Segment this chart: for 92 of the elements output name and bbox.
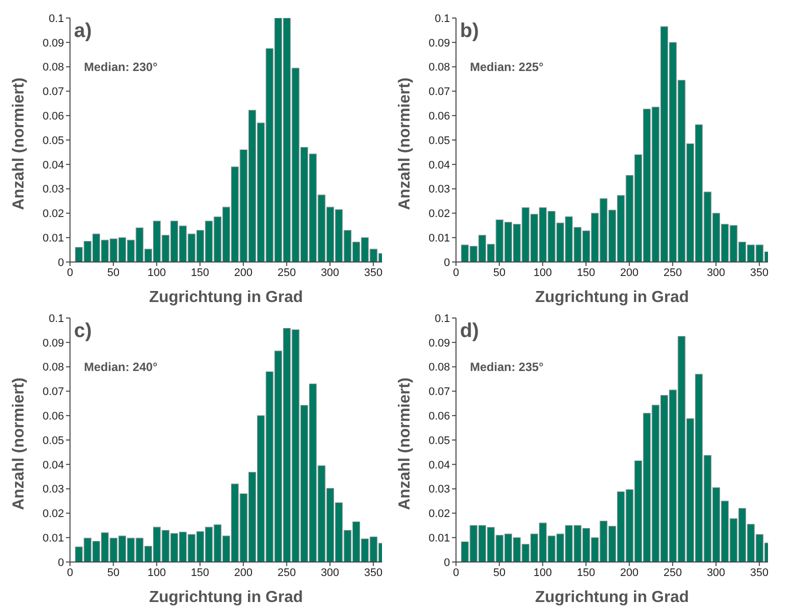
x-tick-label: 250 (663, 266, 682, 279)
x-tick-label: 100 (147, 566, 166, 579)
x-tick-label: 150 (190, 266, 210, 279)
annotation: Median: 235° (470, 360, 544, 374)
x-tick-label: 50 (107, 266, 120, 279)
y-axis-title: Anzahl (normiert) (10, 78, 28, 210)
x-tick-label: 0 (66, 566, 74, 579)
y-tick-label: 0.01 (428, 532, 450, 545)
x-tick-label: 350 (364, 266, 383, 279)
y-tick-label: 0.06 (42, 410, 64, 423)
y-tick-label: 0.02 (42, 508, 64, 520)
x-tick-label: 0 (452, 266, 460, 279)
annotation: Median: 225° (470, 60, 544, 74)
y-tick-label: 0.01 (42, 532, 64, 545)
y-tick-label: 0.07 (42, 86, 64, 98)
y-tick-label: 0 (58, 256, 64, 269)
x-tick-label: 250 (277, 266, 296, 279)
y-tick-label: 0.1 (48, 12, 64, 25)
y-tick-label: 0.09 (428, 37, 450, 50)
y-tick-label: 0.03 (428, 484, 450, 496)
x-tick-label: 300 (706, 566, 726, 579)
y-tick-label: 0.04 (428, 459, 450, 472)
x-tick-label: 300 (320, 566, 340, 579)
annotation: Median: 240° (84, 360, 158, 374)
y-tick-label: 0.07 (428, 386, 450, 398)
x-tick-label: 250 (663, 566, 682, 579)
y-tick-label: 0.06 (428, 110, 450, 123)
annotation: d) (460, 320, 479, 343)
y-tick-label: 0 (444, 556, 450, 569)
annotation: a) (74, 20, 92, 43)
y-tick-label: 0.09 (428, 337, 450, 350)
x-tick-label: 300 (320, 266, 340, 279)
y-tick-label: 0.01 (42, 232, 64, 245)
y-tick-label: 0.08 (42, 362, 64, 374)
x-tick-label: 100 (533, 566, 552, 579)
x-axis-title: Zugrichtung in Grad (535, 589, 689, 606)
y-tick-label: 0.06 (42, 110, 64, 123)
annotation: Median: 230° (84, 60, 158, 74)
x-tick-label: 0 (66, 266, 74, 279)
y-tick-label: 0.02 (428, 508, 450, 520)
y-tick-label: 0.05 (428, 434, 450, 447)
x-tick-label: 200 (620, 266, 639, 279)
y-tick-label: 0.09 (42, 337, 64, 350)
y-tick-label: 0.1 (48, 312, 64, 325)
x-tick-label: 200 (234, 566, 253, 579)
y-tick-label: 0.08 (428, 62, 450, 74)
x-tick-label: 150 (190, 566, 210, 579)
x-axis-title: Zugrichtung in Grad (149, 589, 303, 606)
x-tick-label: 50 (493, 566, 506, 579)
y-tick-label: 0.1 (434, 12, 450, 25)
y-tick-label: 0.03 (428, 184, 450, 196)
y-tick-label: 0.04 (428, 159, 450, 172)
x-tick-label: 0 (452, 566, 460, 579)
x-tick-label: 150 (576, 566, 596, 579)
y-tick-label: 0.07 (42, 386, 64, 398)
y-tick-label: 0.03 (42, 184, 64, 196)
annotation: c) (74, 320, 92, 343)
y-tick-label: 0.06 (428, 410, 450, 423)
y-tick-label: 0.04 (42, 159, 64, 172)
x-tick-label: 100 (147, 266, 166, 279)
annotation: b) (460, 20, 479, 43)
x-tick-label: 50 (493, 266, 506, 279)
y-axis-title: Anzahl (normiert) (396, 78, 414, 210)
y-axis-title: Anzahl (normiert) (10, 378, 28, 510)
y-tick-label: 0.05 (42, 434, 64, 447)
y-tick-label: 0.08 (42, 62, 64, 74)
x-tick-label: 350 (750, 566, 769, 579)
x-tick-label: 200 (234, 266, 253, 279)
x-tick-label: 350 (750, 266, 769, 279)
y-tick-label: 0.04 (42, 459, 64, 472)
y-tick-label: 0.09 (42, 37, 64, 50)
y-tick-label: 0 (58, 556, 64, 569)
x-axis-title: Zugrichtung in Grad (535, 289, 689, 306)
y-tick-label: 0.03 (42, 484, 64, 496)
x-tick-label: 150 (576, 266, 596, 279)
x-tick-label: 100 (533, 266, 552, 279)
y-tick-label: 0.08 (428, 362, 450, 374)
y-axis-title: Anzahl (normiert) (396, 378, 414, 510)
y-tick-label: 0.07 (428, 86, 450, 98)
y-tick-label: 0.05 (42, 134, 64, 147)
y-tick-label: 0.05 (428, 134, 450, 147)
x-tick-label: 300 (706, 266, 726, 279)
x-tick-label: 200 (620, 566, 639, 579)
x-tick-label: 50 (107, 566, 120, 579)
y-tick-label: 0.02 (428, 208, 450, 220)
y-tick-label: 0.02 (42, 208, 64, 220)
x-axis-title: Zugrichtung in Grad (149, 289, 303, 306)
x-tick-label: 250 (277, 566, 296, 579)
x-tick-label: 350 (364, 566, 383, 579)
y-tick-label: 0.1 (434, 312, 450, 325)
y-tick-label: 0 (444, 256, 450, 269)
y-tick-label: 0.01 (428, 232, 450, 245)
